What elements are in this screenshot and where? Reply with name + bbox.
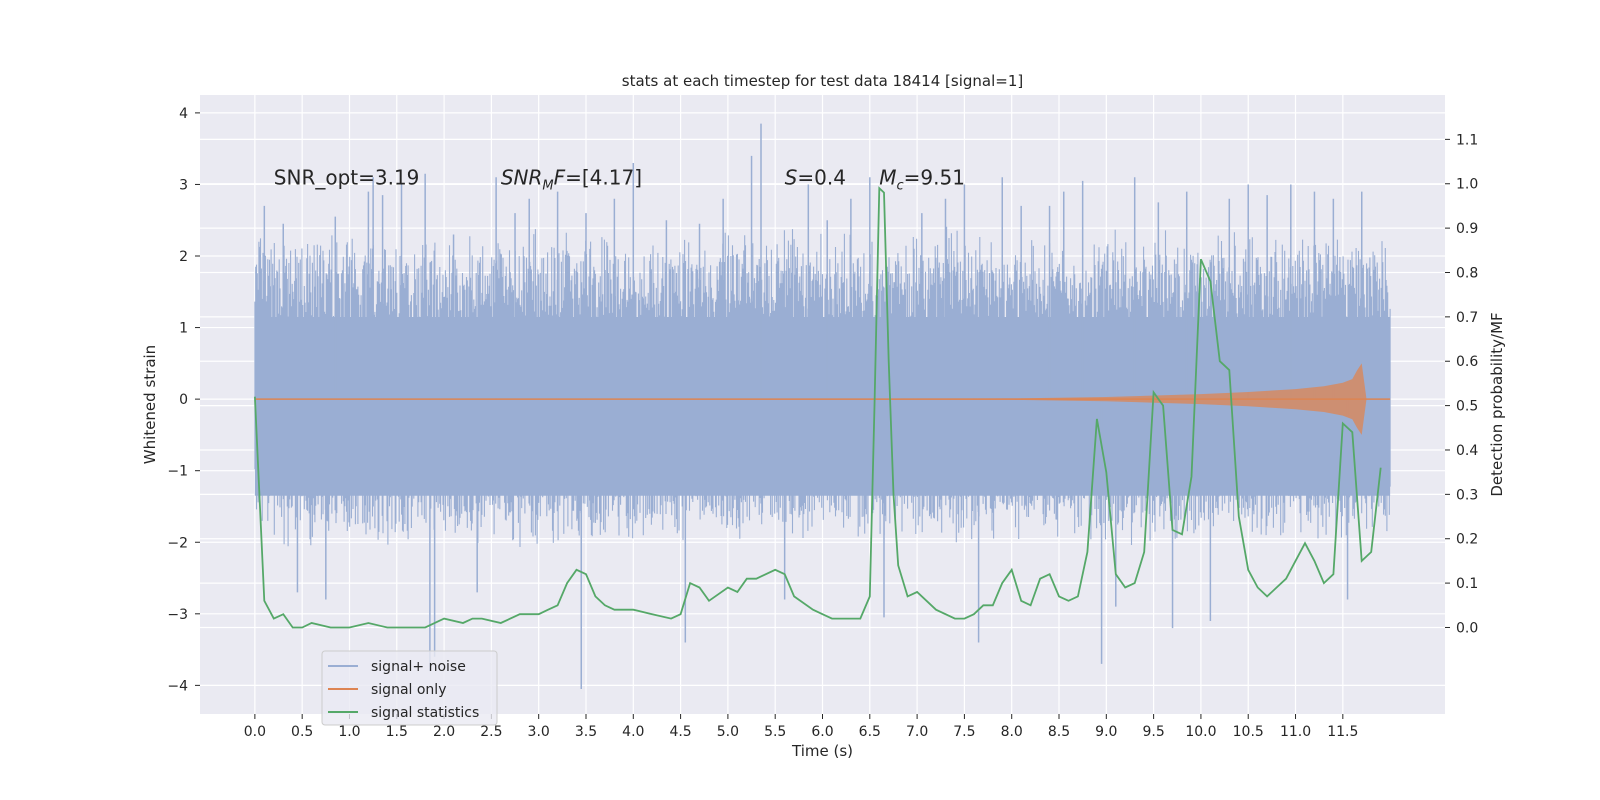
y-right-tick-label: 0.0: [1456, 620, 1478, 636]
series-signal-noise: [254, 123, 1391, 689]
annotation-symbol: F: [554, 165, 566, 189]
y-right-tick-label: 0.6: [1456, 354, 1478, 370]
y-left-tick-label: −4: [167, 678, 188, 694]
y-left-axis-title: Whitened strain: [141, 345, 159, 464]
signal-statistics-line: [254, 186, 1382, 629]
x-tick-label: 5.0: [717, 724, 739, 740]
x-tick-label: 5.5: [764, 724, 786, 740]
x-tick-label: 3.5: [575, 724, 597, 740]
y-right-tick-label: 0.4: [1456, 443, 1478, 459]
y-right-tick-label: 1.1: [1456, 132, 1478, 148]
x-tick-label: 4.0: [622, 724, 644, 740]
annotation-symbol: M: [879, 165, 896, 189]
annotation-value: =0.4: [797, 165, 846, 189]
legend-label-signal-noise: signal+ noise: [371, 659, 466, 675]
annotation-0: SNR_opt=3.19: [274, 165, 420, 189]
y-left-tick-label: 2: [179, 249, 188, 265]
legend-label-signal-statistics: signal statistics: [371, 705, 479, 721]
y-right-axis-ticks: 0.0 0.1 0.2 0.3 0.4 0.5 0.6 0.7 0.8 0.9 1.0 1.1: [1445, 132, 1478, 636]
y-left-tick-label: −2: [167, 535, 188, 551]
y-left-tick-label: 0: [179, 392, 188, 408]
y-right-tick-label: 0.5: [1456, 399, 1478, 415]
annotation-symbol: SNR: [501, 165, 543, 189]
y-right-tick-label: 0.1: [1456, 576, 1478, 592]
x-tick-label: 4.5: [669, 724, 691, 740]
annotation-symbol: S: [785, 165, 798, 189]
y-left-tick-label: 1: [179, 321, 188, 337]
x-tick-label: 7.5: [953, 724, 975, 740]
x-tick-label: 8.0: [1001, 724, 1023, 740]
x-tick-label: 6.5: [859, 724, 881, 740]
series-signal-only: [254, 363, 1391, 435]
chart-title: stats at each timestep for test data 184…: [622, 72, 1023, 90]
y-right-tick-label: 0.8: [1456, 265, 1478, 281]
annotation-2: S=0.4: [785, 165, 846, 189]
series-signal-statistics: [254, 186, 1382, 629]
x-tick-label: 6.0: [811, 724, 833, 740]
y-right-tick-label: 0.3: [1456, 487, 1478, 503]
y-left-tick-label: 3: [179, 177, 188, 193]
annotation-1: SNRMF=[4.17]: [501, 165, 642, 193]
x-axis-ticks: 0.0 0.5 1.0 1.5 2.0 2.5 3.0 3.5 4.0 4.5 5.0 5.5 6.0 6…: [244, 714, 1358, 740]
annotation-value: =[4.17]: [565, 165, 642, 189]
x-tick-label: 1.5: [386, 724, 408, 740]
legend-box: [321, 650, 498, 726]
x-tick-label: 7.0: [906, 724, 928, 740]
annotation-3: Mc=9.51: [879, 165, 965, 193]
y-left-tick-label: −3: [167, 607, 188, 623]
x-tick-label: 10.0: [1185, 724, 1216, 740]
x-tick-label: 8.5: [1048, 724, 1070, 740]
y-right-tick-label: 0.7: [1456, 310, 1478, 326]
x-tick-label: 11.5: [1327, 724, 1358, 740]
y-left-tick-label: −1: [167, 464, 188, 480]
x-tick-label: 9.0: [1095, 724, 1117, 740]
x-tick-label: 11.0: [1280, 724, 1311, 740]
annotation-subscript: c: [897, 178, 904, 193]
legend-label-signal-only: signal only: [371, 682, 446, 698]
x-tick-label: 3.0: [528, 724, 550, 740]
x-tick-label: 0.5: [291, 724, 313, 740]
y-right-tick-label: 0.2: [1456, 532, 1478, 548]
signal-noise-core: [254, 316, 1391, 496]
y-right-tick-label: 0.9: [1456, 221, 1478, 237]
x-tick-label: 2.0: [433, 724, 455, 740]
x-tick-label: 1.0: [338, 724, 360, 740]
y-left-axis-ticks: −4 −3 −2 −1 0 1 2 3 4: [167, 106, 200, 694]
annotations: SNR_opt=3.19 SNRMF=[4.17] S=0.4 Mc=9.51: [274, 165, 965, 193]
x-tick-label: 2.5: [480, 724, 502, 740]
x-tick-label: 0.0: [244, 724, 266, 740]
y-left-tick-label: 4: [179, 106, 188, 122]
y-right-axis-title: Detection probability/MF: [1488, 312, 1506, 496]
y-right-tick-label: 1.0: [1456, 177, 1478, 193]
legend: signal+ noise signal only signal statist…: [321, 650, 498, 726]
x-axis-title: Time (s): [791, 742, 853, 760]
annotation-value: =9.51: [904, 165, 965, 189]
x-tick-label: 10.5: [1233, 724, 1264, 740]
x-tick-label: 9.5: [1142, 724, 1164, 740]
annotation-subscript: M: [542, 178, 553, 193]
